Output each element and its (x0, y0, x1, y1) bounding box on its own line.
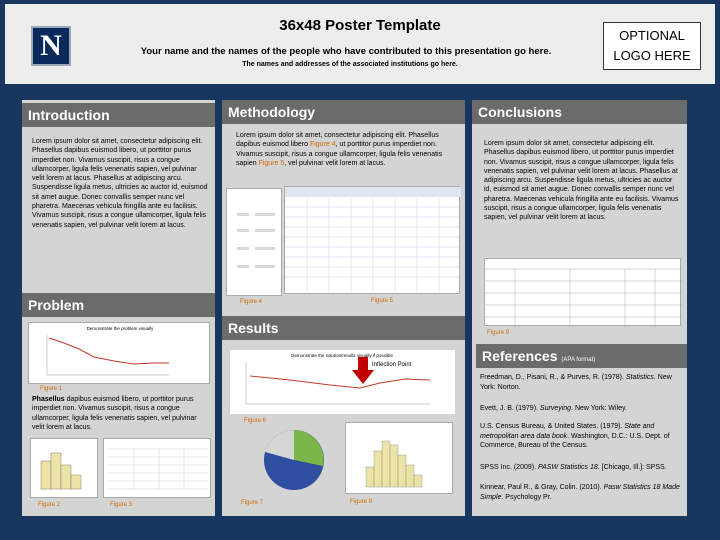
figure-3-label: Figure 3 (110, 502, 133, 508)
reference-3: U.S. Census Bureau, & United States. (19… (480, 423, 670, 449)
results-chart: Demonstrate the solution/results visuall… (230, 350, 455, 414)
authors-line: Your name and the names of the people wh… (140, 46, 552, 57)
problem-line-chart: Demonstrate the problem visually (46, 326, 169, 376)
figure-8-label: Figure 8 (350, 499, 373, 505)
results-series-line (249, 375, 431, 389)
introduction-text: Lorem ipsum dolor sit amet, consectetur … (32, 138, 208, 229)
problem-text: Phasellus dapibus euismod libero, ut por… (32, 396, 197, 431)
figure-5-label: Figure 5 (371, 298, 394, 304)
figure-4-thumbnail (226, 188, 282, 296)
results-heading: Results (222, 316, 465, 340)
figure-6-label: Figure 6 (244, 418, 267, 424)
problem-chart: Demonstrate the problem visually (28, 322, 210, 384)
conclusions-heading: Conclusions (472, 100, 687, 124)
introduction-panel (22, 100, 215, 293)
figure-7-label: Figure 7 (241, 500, 264, 506)
figure-2-thumbnail (30, 438, 98, 498)
problem-series-line (48, 337, 169, 365)
problem-chart-title: Demonstrate the problem visually (87, 326, 155, 331)
methodology-text: Lorem ipsum dolor sit amet, consectetur … (236, 132, 443, 167)
figure-3-thumbnail (103, 438, 211, 498)
results-line-chart: Demonstrate the solution/results visuall… (245, 353, 431, 405)
conclusions-text: Lorem ipsum dolor sit amet, consectetur … (484, 140, 679, 222)
reference-1: Freedman, D., Pisani, R., & Purves, R. (… (480, 374, 672, 391)
introduction-heading: Introduction (22, 103, 215, 127)
figure-2-label: Figure 2 (38, 502, 61, 508)
poster-header: N 36x48 Poster Template Your name and th… (5, 4, 715, 84)
figure-9-label: Figure 9 (487, 330, 510, 336)
problem-heading: Problem (22, 293, 215, 317)
reference-5: Kinnear, Paul R., & Gray, Colin. (2010).… (480, 484, 680, 501)
figure-5-thumbnail (284, 186, 461, 295)
figure-8-histogram (345, 422, 453, 494)
optional-logo-box: OPTIONAL LOGO HERE (603, 22, 701, 70)
figure-9-table (484, 258, 682, 327)
university-logo: N (31, 26, 71, 66)
poster-title: 36x48 Poster Template (279, 17, 441, 34)
inflection-arrow-icon (352, 357, 374, 384)
figure-7-pie (256, 426, 332, 494)
inflection-point-annotation: Inflection Point (372, 362, 412, 368)
methodology-heading: Methodology (222, 100, 465, 124)
institutions-line: The names and addresses of the associate… (242, 61, 458, 68)
results-chart-title: Demonstrate the solution/results visuall… (291, 353, 393, 358)
reference-2: Evett, J. B. (1979). Surveying. New York… (480, 405, 627, 412)
reference-4: SPSS Inc. (2009). PASW Statistics 18. [C… (480, 464, 667, 471)
figure-4-label: Figure 4 (240, 299, 263, 305)
figure-1-label: Figure 1 (40, 386, 63, 392)
references-heading: References (APA format) (476, 344, 687, 368)
